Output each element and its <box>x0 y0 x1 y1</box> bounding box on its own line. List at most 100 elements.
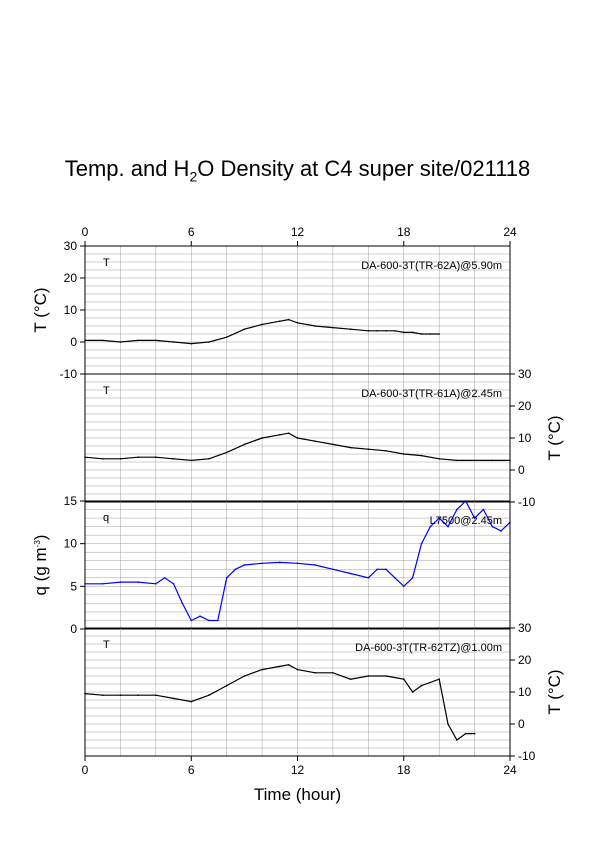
y-tick-label: 20 <box>518 399 532 413</box>
data-point <box>402 585 405 588</box>
data-point <box>420 542 423 545</box>
data-point <box>456 459 458 462</box>
y-tick-label: 10 <box>64 537 78 551</box>
instrument-label-panel-1: DA-600-3T(TR-62A)@5.90m <box>361 260 502 272</box>
data-point <box>172 582 175 585</box>
data-point <box>225 577 228 579</box>
title-part-1: Temp. and H <box>64 156 190 181</box>
data-point <box>101 339 104 342</box>
y-tick-label: 30 <box>518 621 532 635</box>
y-tick-label: 10 <box>518 685 532 699</box>
data-point <box>367 675 370 677</box>
x-axis-label: Time (hour) <box>254 785 341 804</box>
data-point <box>217 619 219 622</box>
data-point <box>438 517 440 519</box>
data-point <box>314 564 317 566</box>
x-tick-label-top: 24 <box>503 225 517 239</box>
panel-4: -10 0 10 20 30 T (°C) T DA-600-3T(TR-62TZ)@1.00… <box>84 621 564 763</box>
data-point <box>296 668 299 671</box>
data-point <box>287 664 290 666</box>
x-tick-label-top: 18 <box>397 225 411 239</box>
data-point <box>349 328 352 331</box>
data-point <box>456 508 458 511</box>
data-point <box>349 678 352 680</box>
data-point <box>367 448 370 451</box>
y-tick-label: 20 <box>518 653 532 667</box>
data-point <box>482 508 485 511</box>
data-point <box>473 517 476 519</box>
data-point <box>349 446 352 449</box>
data-point <box>332 568 334 571</box>
data-point <box>332 326 334 329</box>
data-point <box>376 330 378 332</box>
y-axis-label-panel-3: q (g m-3) <box>31 535 50 596</box>
data-point <box>491 459 494 462</box>
data-point <box>190 342 193 345</box>
y-tick-label: 30 <box>518 367 532 381</box>
data-point <box>278 434 281 436</box>
series-label-panel-3: q <box>103 512 109 524</box>
y-tick-label: -10 <box>518 749 536 763</box>
data-point <box>429 333 432 335</box>
data-point <box>243 564 246 566</box>
data-point <box>208 619 210 622</box>
title-part-2: O Density at C4 super site/021118 <box>197 156 531 181</box>
data-point <box>243 328 246 331</box>
data-point <box>367 330 370 332</box>
series-label-panel-2: T <box>103 385 110 397</box>
y-tick-label: 15 <box>64 494 78 508</box>
panel-2: -10 0 10 20 30 T (°C) T DA-600-3T(TR-61A)@2.45m <box>84 367 564 509</box>
data-point <box>163 577 166 579</box>
data-point <box>314 325 317 327</box>
series-line-panel-3 <box>85 500 511 622</box>
title-subscript: 2 <box>189 168 198 185</box>
series-label-panel-1: T <box>103 257 110 269</box>
data-point <box>137 581 139 583</box>
x-tick-label-top: 12 <box>291 225 305 239</box>
data-point <box>119 458 122 460</box>
x-tick-label-bottom: 24 <box>503 763 517 777</box>
data-point <box>261 437 263 439</box>
data-point <box>261 562 263 565</box>
data-point <box>394 330 396 332</box>
data-point <box>155 582 157 585</box>
data-point <box>402 331 405 334</box>
x-tick-label-bottom: 12 <box>291 763 305 777</box>
y-tick-label: 10 <box>518 431 532 445</box>
data-point <box>500 530 502 532</box>
data-point <box>411 331 414 334</box>
data-point <box>402 453 405 455</box>
data-point <box>225 684 228 687</box>
data-point <box>402 678 405 680</box>
data-point <box>225 336 228 339</box>
data-point <box>208 341 210 343</box>
y-tick-label: 20 <box>64 271 78 285</box>
data-point <box>278 665 281 668</box>
y-tick-label: 0 <box>518 463 525 477</box>
y-axis-label-panel-1: T (°C) <box>31 287 50 332</box>
data-point <box>225 451 228 454</box>
series-label-panel-4: T <box>103 639 110 651</box>
data-point <box>491 525 494 528</box>
x-tick-label-top: 0 <box>82 225 89 239</box>
y-tick-label: 10 <box>64 303 78 317</box>
data-point <box>438 678 440 680</box>
data-point <box>119 694 122 696</box>
data-point <box>314 440 317 443</box>
x-tick-label-bottom: 6 <box>188 763 195 777</box>
data-point <box>376 568 378 571</box>
panel-3: 0 5 10 15 q (g m-3) q L7500@2.45m <box>31 494 511 636</box>
data-point <box>314 672 317 674</box>
data-point <box>420 454 423 457</box>
data-point <box>208 458 210 460</box>
instrument-label-panel-2: DA-600-3T(TR-61A)@2.45m <box>361 388 502 400</box>
x-tick-label-bottom: 0 <box>82 763 89 777</box>
data-point <box>385 675 387 677</box>
data-point <box>411 691 414 693</box>
data-point <box>296 437 299 439</box>
data-point <box>473 459 476 462</box>
data-point <box>438 333 440 335</box>
y-tick-label: -10 <box>518 495 536 509</box>
data-point <box>473 732 476 735</box>
data-point <box>234 568 237 571</box>
